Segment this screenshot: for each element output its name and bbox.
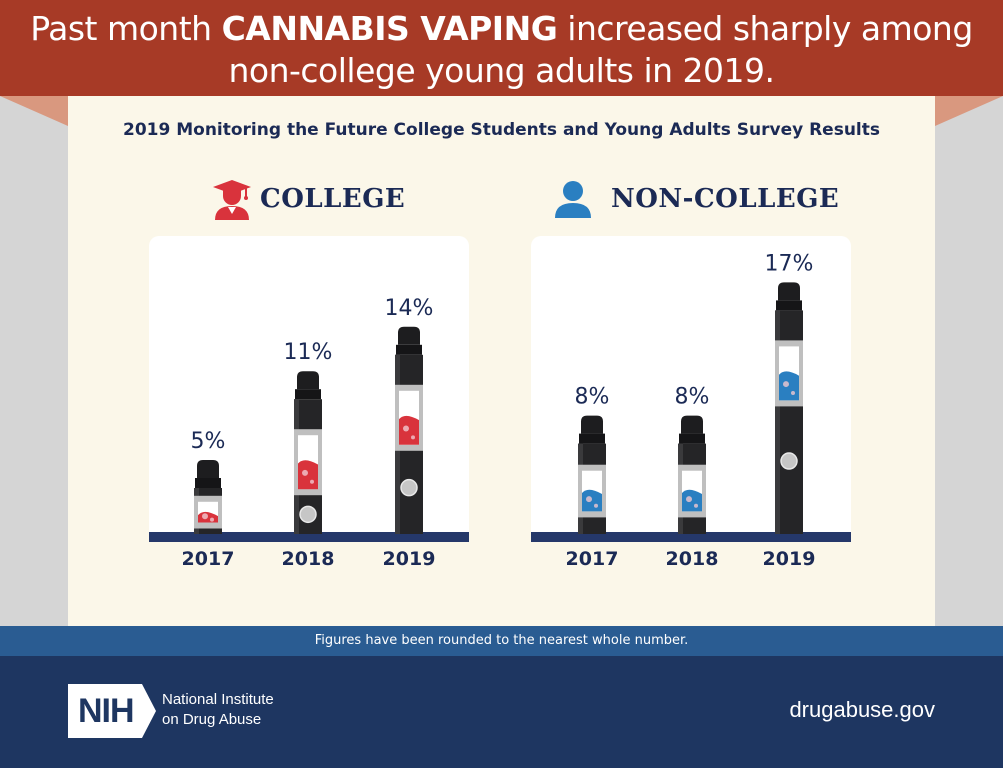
website-link[interactable]: drugabuse.gov xyxy=(789,697,935,722)
year-label-0-2019: 2019 xyxy=(383,548,436,570)
year-label-0-2017: 2017 xyxy=(182,548,235,570)
college-chart-base xyxy=(149,532,469,542)
year-label-1-2019: 2019 xyxy=(763,548,816,570)
banner-shade xyxy=(0,96,1003,126)
title-post: increased sharply among xyxy=(557,9,973,48)
value-label-1-2017: 8% xyxy=(575,385,610,410)
value-label-0-2017: 5% xyxy=(191,429,226,454)
non-college-chart-base xyxy=(531,532,851,542)
bar-1-2019 xyxy=(775,282,803,534)
graduate-icon xyxy=(213,180,251,220)
value-label-1-2018: 8% xyxy=(675,385,710,410)
person-icon xyxy=(555,181,591,218)
college-title: COLLEGE xyxy=(260,184,406,214)
non-college-title: NON-COLLEGE xyxy=(611,184,840,214)
nih-logo-text: NIH xyxy=(68,684,142,738)
bar-0-2019 xyxy=(395,326,423,534)
value-label-0-2018: 11% xyxy=(284,340,333,365)
org-name: National Institute on Drug Abuse xyxy=(162,690,274,730)
org-line2: on Drug Abuse xyxy=(162,711,262,728)
subtitle: 2019 Monitoring the Future College Stude… xyxy=(122,120,881,140)
value-label-1-2019: 17% xyxy=(765,251,814,276)
title-bold: CANNABIS VAPING xyxy=(221,9,558,48)
footer xyxy=(0,656,1003,768)
footnote: Figures have been rounded to the nearest… xyxy=(314,633,689,648)
header-banner xyxy=(0,0,1003,96)
bar-0-2017 xyxy=(194,460,222,534)
value-label-0-2019: 14% xyxy=(385,296,434,321)
org-line1: National Institute xyxy=(162,691,274,708)
vaping-charts: 5% 2017 11% 2018 14% 2019 8% 2017 8% 2018 17% 2019 xyxy=(182,251,816,570)
year-label-1-2018: 2018 xyxy=(666,548,719,570)
year-label-1-2017: 2017 xyxy=(566,548,619,570)
title-line2: non-college young adults in 2019. xyxy=(228,51,775,90)
bar-0-2018 xyxy=(294,371,322,534)
footnote-bar xyxy=(0,626,1003,656)
bar-1-2018 xyxy=(678,415,706,534)
page-title: Past month CANNABIS VAPING increased sha… xyxy=(0,0,1003,96)
nih-logo: NIH xyxy=(68,684,156,738)
year-label-0-2018: 2018 xyxy=(282,548,335,570)
bar-1-2017 xyxy=(578,415,606,534)
title-pre: Past month xyxy=(30,9,222,48)
nih-logo-arrow xyxy=(141,684,156,738)
